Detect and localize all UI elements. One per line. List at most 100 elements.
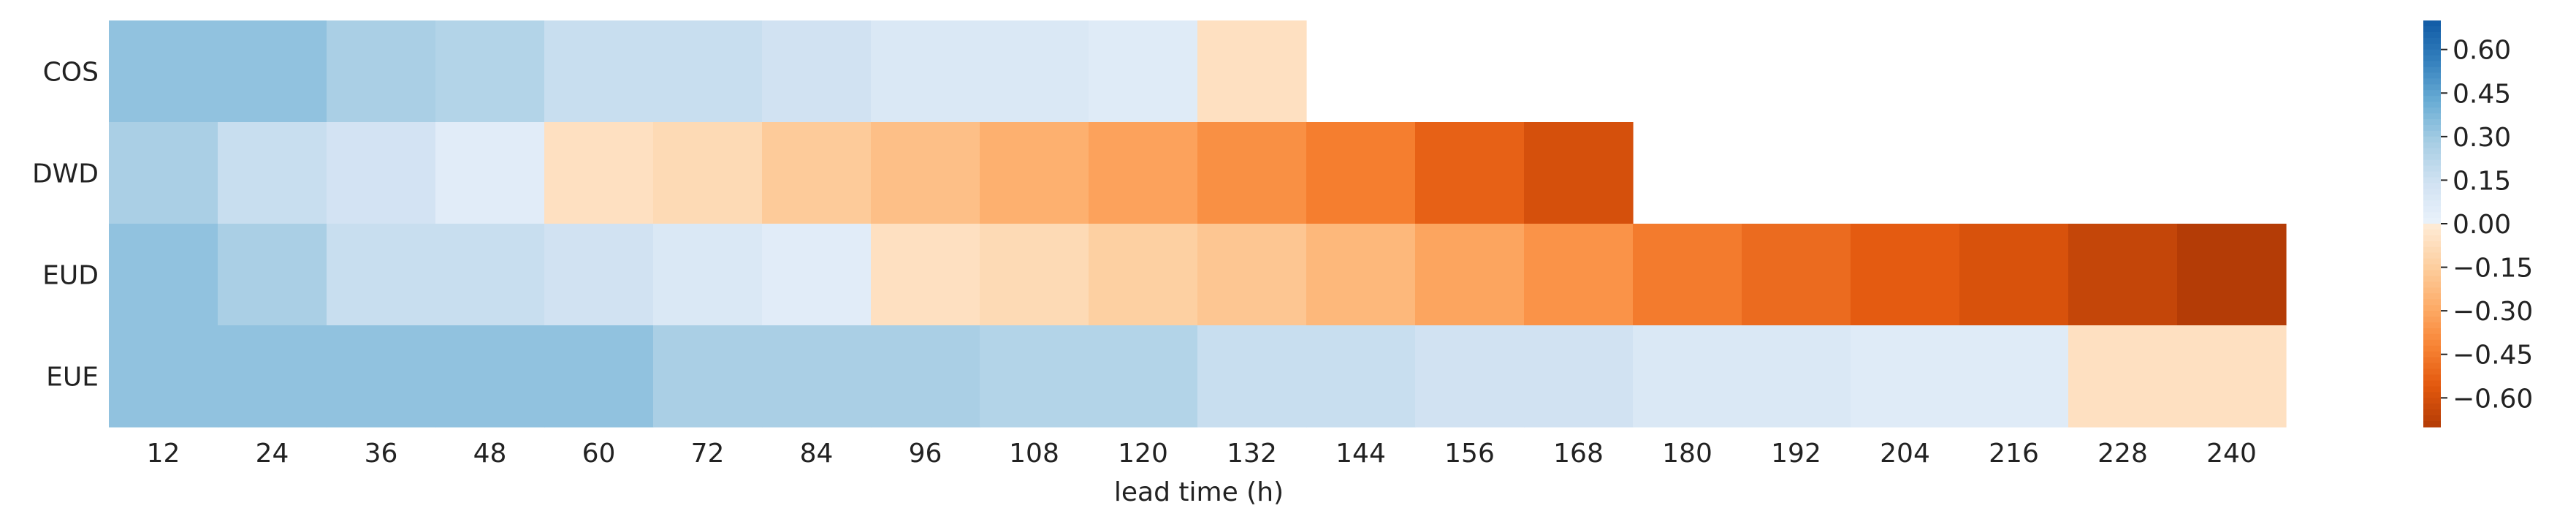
colorbar-segment [2423, 258, 2441, 265]
x-tick-label: 12 [147, 439, 180, 469]
colorbar-segment [2423, 235, 2441, 242]
colorbar-segment [2423, 43, 2441, 50]
heatmap-cell-COS-96 [871, 20, 980, 123]
heatmap-cell-DWD-84 [762, 122, 872, 224]
heatmap-cell-COS-24 [218, 20, 327, 123]
x-tick-label: 84 [800, 439, 834, 469]
colorbar-segment [2423, 293, 2441, 300]
colorbar-segment [2423, 26, 2441, 33]
heatmap-cell-EUE-24 [218, 325, 327, 428]
colorbar-segment [2423, 96, 2441, 102]
colorbar-tick-label: 0.15 [2453, 166, 2511, 196]
colorbar-segment [2423, 212, 2441, 219]
heatmap-cell-DWD-168 [1524, 122, 1634, 224]
heatmap-cell-EUD-108 [980, 224, 1089, 326]
heatmap-cell-EUD-156 [1415, 224, 1525, 326]
colorbar-segment [2423, 90, 2441, 96]
colorbar-segment [2423, 264, 2441, 271]
heatmap-cell-EUE-84 [762, 325, 872, 428]
colorbar-tick-label: 0.45 [2453, 79, 2511, 109]
colorbar-segment [2423, 194, 2441, 201]
heatmap-cell-EUE-144 [1306, 325, 1416, 428]
heatmap-cell-EUE-96 [871, 325, 980, 428]
colorbar-segment [2423, 241, 2441, 248]
heatmap-cell-EUD-36 [327, 224, 436, 326]
heatmap-cell-COS-72 [653, 20, 763, 123]
heatmap-cell-DWD-156 [1415, 122, 1525, 224]
colorbar-segment [2423, 84, 2441, 91]
heatmap-cell-DWD-132 [1197, 122, 1307, 224]
heatmap-cell-EUD-192 [1742, 224, 1851, 326]
heatmap-cell-DWD-36 [327, 122, 436, 224]
heatmap-cell-DWD-12 [109, 122, 218, 224]
heatmap-cell-EUD-72 [653, 224, 763, 326]
heatmap-cell-DWD-96 [871, 122, 980, 224]
heatmap-cell-EUD-48 [435, 224, 545, 326]
colorbar-segment [2423, 124, 2441, 132]
heatmap-cell-EUE-132 [1197, 325, 1307, 428]
x-tick-label: 180 [1662, 439, 1712, 469]
x-tick-labels: 12 24 36 48 60 72 84 96 108 120 132 144 156 168 180 192… [147, 439, 2257, 469]
x-tick-label: 240 [2206, 439, 2257, 469]
colorbar-segment [2423, 404, 2441, 410]
colorbar-segment [2423, 224, 2441, 230]
colorbar-segment [2423, 78, 2441, 85]
heatmap-cell-EUD-180 [1633, 224, 1742, 326]
colorbar-tick-label: −0.60 [2453, 384, 2533, 414]
x-tick-label: 156 [1444, 439, 1495, 469]
heatmap-cell-EUE-168 [1524, 325, 1634, 428]
x-tick-label: 132 [1227, 439, 1277, 469]
x-axis-title: lead time (h) [1114, 477, 1284, 507]
colorbar-segment [2423, 409, 2441, 416]
heatmap-cell-EUD-84 [762, 224, 872, 326]
colorbar-segment [2423, 142, 2441, 149]
heatmap-cell-EUE-108 [980, 325, 1089, 428]
heatmap-cell-EUD-96 [871, 224, 980, 326]
heatmap-cell-EUD-60 [544, 224, 654, 326]
colorbar-segment [2423, 281, 2441, 288]
x-tick-label: 60 [582, 439, 616, 469]
x-tick-label: 72 [691, 439, 725, 469]
colorbar-segment [2423, 345, 2441, 352]
heatmap-cell-DWD-24 [218, 122, 327, 224]
heatmap-cell-EUE-228 [2068, 325, 2178, 428]
colorbar-tick-label: −0.45 [2453, 341, 2533, 371]
colorbar-segment [2423, 218, 2441, 224]
colorbar-segment [2423, 31, 2441, 39]
colorbar-segment [2423, 333, 2441, 341]
colorbar-segment [2423, 392, 2441, 398]
heatmap-cell-EUE-60 [544, 325, 654, 428]
heatmap-cell-COS-108 [980, 20, 1089, 123]
heatmap-cell-COS-84 [762, 20, 872, 123]
heatmap-cell-EUD-168 [1524, 224, 1634, 326]
colorbar-segment [2423, 72, 2441, 80]
colorbar-segment [2423, 130, 2441, 137]
colorbar-ticks: 0.60 0.45 0.30 0.15 0.00 −0.15 −0.30 −0.45 −0.60 [2441, 36, 2533, 414]
colorbar-segment [2423, 20, 2441, 27]
heatmap-cell-EUE-12 [109, 325, 218, 428]
colorbar-segment [2423, 37, 2441, 45]
heatmap-cell-EUD-144 [1306, 224, 1416, 326]
heatmap-cell-DWD-60 [544, 122, 654, 224]
x-tick-label: 168 [1553, 439, 1604, 469]
heatmap-cell-COS-36 [327, 20, 436, 123]
heatmap-cell-DWD-108 [980, 122, 1089, 224]
heatmap-cell-EUD-12 [109, 224, 218, 326]
heatmap-cell-EUE-72 [653, 325, 763, 428]
heatmap-cell-EUD-216 [1959, 224, 2069, 326]
colorbar-segment [2423, 311, 2441, 317]
colorbar [2423, 20, 2441, 428]
y-tick-labels: COS DWD EUD EUE [32, 58, 99, 393]
x-tick-label: 24 [256, 439, 289, 469]
colorbar-segment [2423, 368, 2441, 376]
colorbar-segment [2423, 189, 2441, 195]
colorbar-segment [2423, 415, 2441, 422]
heatmap-cells [109, 20, 2287, 428]
colorbar-segment [2423, 357, 2441, 364]
colorbar-segment [2423, 270, 2441, 277]
colorbar-segment [2423, 252, 2441, 260]
x-tick-label: 204 [1880, 439, 1930, 469]
colorbar-segment [2423, 322, 2441, 329]
colorbar-segment [2423, 113, 2441, 120]
heatmap-cell-COS-60 [544, 20, 654, 123]
